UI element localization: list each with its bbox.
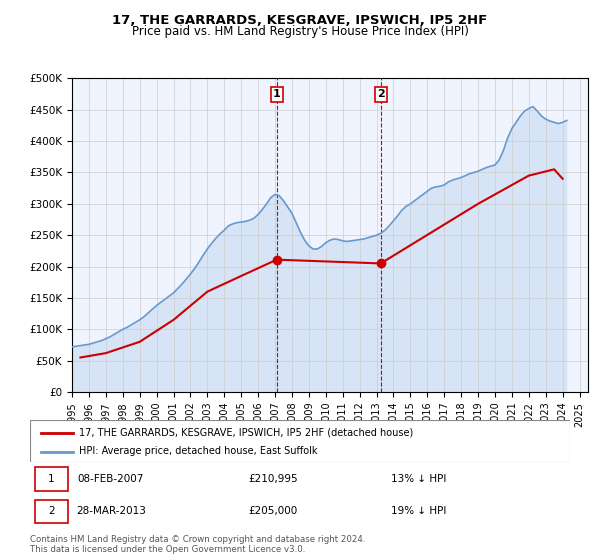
Text: Contains HM Land Registry data © Crown copyright and database right 2024.
This d: Contains HM Land Registry data © Crown c…	[30, 535, 365, 554]
Text: £205,000: £205,000	[248, 506, 298, 516]
Text: 17, THE GARRARDS, KESGRAVE, IPSWICH, IP5 2HF: 17, THE GARRARDS, KESGRAVE, IPSWICH, IP5…	[112, 14, 488, 27]
Text: 17, THE GARRARDS, KESGRAVE, IPSWICH, IP5 2HF (detached house): 17, THE GARRARDS, KESGRAVE, IPSWICH, IP5…	[79, 428, 413, 437]
FancyBboxPatch shape	[30, 420, 570, 462]
Text: 2: 2	[377, 90, 385, 99]
FancyBboxPatch shape	[35, 500, 68, 523]
Text: 1: 1	[48, 474, 55, 484]
Text: 13% ↓ HPI: 13% ↓ HPI	[391, 474, 446, 484]
Text: 28-MAR-2013: 28-MAR-2013	[76, 506, 146, 516]
Text: 08-FEB-2007: 08-FEB-2007	[78, 474, 144, 484]
Text: HPI: Average price, detached house, East Suffolk: HPI: Average price, detached house, East…	[79, 446, 317, 456]
Text: Price paid vs. HM Land Registry's House Price Index (HPI): Price paid vs. HM Land Registry's House …	[131, 25, 469, 38]
Text: £210,995: £210,995	[248, 474, 298, 484]
FancyBboxPatch shape	[35, 468, 68, 491]
Text: 1: 1	[273, 90, 281, 99]
Text: 2: 2	[48, 506, 55, 516]
Text: 19% ↓ HPI: 19% ↓ HPI	[391, 506, 446, 516]
